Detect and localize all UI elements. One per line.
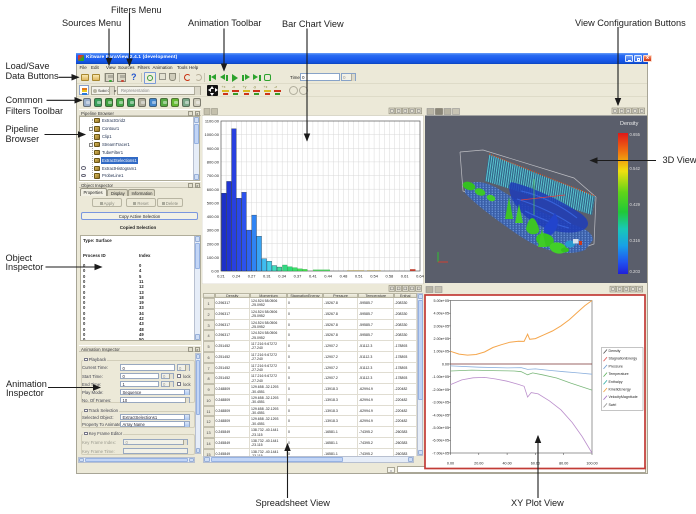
svg-text:0.48: 0.48 <box>340 274 349 279</box>
svg-text:0.203: 0.203 <box>630 269 641 274</box>
svg-text:700.00: 700.00 <box>207 173 220 178</box>
svg-text:1.00e+05: 1.00e+05 <box>434 350 449 354</box>
svg-text:900.00: 900.00 <box>207 146 220 151</box>
svg-text:-4.00e+05: -4.00e+05 <box>432 413 449 417</box>
svg-text:Density: Density <box>609 349 621 353</box>
svg-text:0.00: 0.00 <box>211 269 220 274</box>
svg-text:Pressure: Pressure <box>609 364 623 368</box>
svg-text:500.00: 500.00 <box>207 200 220 205</box>
svg-text:0.34: 0.34 <box>278 274 287 279</box>
svg-text:Enthalpy: Enthalpy <box>609 380 623 384</box>
svg-text:20.00: 20.00 <box>474 462 483 466</box>
svg-text:0.31: 0.31 <box>263 274 272 279</box>
svg-text:1000.00: 1000.00 <box>205 132 220 137</box>
svg-text:0.51: 0.51 <box>355 274 364 279</box>
svg-text:KineticEnergy: KineticEnergy <box>609 388 631 392</box>
svg-text:0.64: 0.64 <box>416 274 423 279</box>
svg-text:VelocityMagnitude: VelocityMagnitude <box>609 395 638 399</box>
svg-text:300.00: 300.00 <box>207 228 220 233</box>
svg-text:Swirl: Swirl <box>609 403 617 407</box>
svg-text:0.54: 0.54 <box>370 274 379 279</box>
svg-text:0.37: 0.37 <box>294 274 303 279</box>
svg-text:-1.00e+05: -1.00e+05 <box>432 375 449 379</box>
svg-text:0.27: 0.27 <box>248 274 257 279</box>
svg-text:0.00: 0.00 <box>447 462 454 466</box>
svg-text:StagnationEnergy: StagnationEnergy <box>609 357 638 361</box>
svg-text:200.00: 200.00 <box>207 241 220 246</box>
svg-text:0.58: 0.58 <box>386 274 395 279</box>
svg-text:0.542: 0.542 <box>630 166 641 171</box>
svg-text:0.21: 0.21 <box>217 274 226 279</box>
svg-text:100.00: 100.00 <box>207 255 220 260</box>
svg-text:0.429: 0.429 <box>630 202 641 207</box>
svg-text:400.00: 400.00 <box>207 214 220 219</box>
svg-text:0.61: 0.61 <box>401 274 410 279</box>
svg-text:-6.00e+05: -6.00e+05 <box>432 439 449 443</box>
svg-text:0.44: 0.44 <box>324 274 333 279</box>
svg-text:0.00: 0.00 <box>442 362 449 366</box>
svg-text:-5.00e+05: -5.00e+05 <box>432 426 449 430</box>
svg-text:0.41: 0.41 <box>309 274 318 279</box>
svg-text:0.24: 0.24 <box>232 274 241 279</box>
svg-text:800.00: 800.00 <box>207 160 220 165</box>
svg-text:Temperature: Temperature <box>609 372 629 376</box>
svg-text:-2.00e+05: -2.00e+05 <box>432 388 449 392</box>
svg-text:100.00: 100.00 <box>586 462 597 466</box>
svg-text:600.00: 600.00 <box>207 187 220 192</box>
svg-text:5.00e+05: 5.00e+05 <box>434 299 449 303</box>
svg-text:0.316: 0.316 <box>630 238 641 243</box>
svg-text:3.00e+05: 3.00e+05 <box>434 324 449 328</box>
svg-text:1100.00: 1100.00 <box>205 119 220 124</box>
svg-text:4.00e+05: 4.00e+05 <box>434 312 449 316</box>
svg-text:-3.00e+05: -3.00e+05 <box>432 401 449 405</box>
svg-text:Density: Density <box>620 121 639 127</box>
svg-text:-7.00e+05: -7.00e+05 <box>432 451 449 455</box>
svg-text:40.00: 40.00 <box>502 462 511 466</box>
svg-text:0.655: 0.655 <box>630 132 641 137</box>
svg-text:2.00e+05: 2.00e+05 <box>434 337 449 341</box>
svg-text:80.00: 80.00 <box>559 462 568 466</box>
svg-text:60.00: 60.00 <box>531 462 540 466</box>
